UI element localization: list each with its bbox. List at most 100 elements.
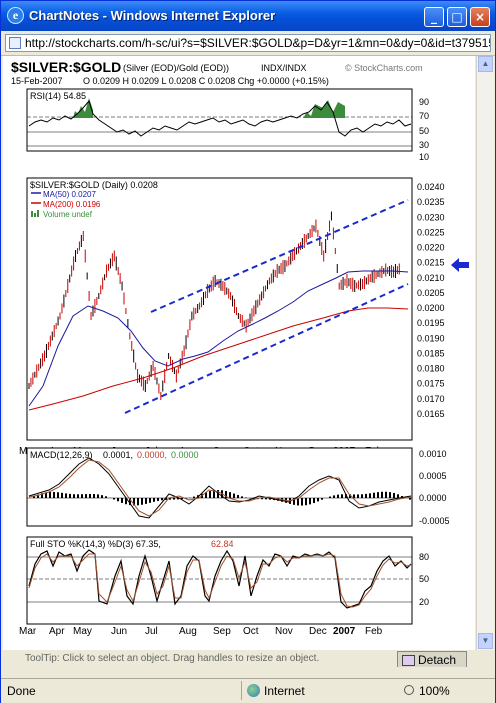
macd-histogram-bar	[377, 492, 379, 498]
page-content: $SILVER:$GOLD (Silver (EOD)/Gold (EOD)) …	[3, 56, 475, 650]
macd-histogram-bar	[177, 498, 179, 500]
stock-chart[interactable]: $SILVER:$GOLD (Silver (EOD)/Gold (EOD)) …	[3, 56, 475, 650]
macd-signal-line	[28, 459, 412, 517]
maximize-button[interactable]: □	[447, 7, 467, 27]
price-tick: 0.0185	[417, 348, 445, 358]
macd-histogram-bar	[393, 492, 395, 498]
macd-histogram-bar	[61, 492, 63, 498]
stochastic-label: Full STO %K(14,3) %D(3) 67.35,	[30, 539, 161, 549]
current-price-arrow-icon	[451, 258, 469, 272]
month-axis-bottom: Mar Apr May Jun Jul Aug Sep Oct Nov Dec 2007 Feb	[19, 626, 383, 637]
macd-histogram-bar	[209, 491, 211, 498]
detach-button[interactable]: Detach	[397, 651, 467, 667]
macd-histogram-bar	[373, 492, 375, 498]
macd-value: 0.0001,	[103, 450, 133, 460]
price-tick: 0.0235	[417, 197, 445, 207]
macd-histogram-bar	[97, 494, 99, 498]
price-tick: 0.0175	[417, 379, 445, 389]
macd-histogram-bar	[385, 491, 387, 498]
rsi-overbought-fill	[73, 98, 345, 118]
macd-histogram-bar	[41, 493, 43, 498]
month-label: Sep	[213, 626, 231, 637]
price-tick: 0.0180	[417, 364, 445, 374]
price-tick: 0.0210	[417, 273, 445, 283]
close-button[interactable]: ×	[470, 7, 490, 27]
price-tick: 0.0190	[417, 333, 445, 343]
month-label: 2007	[333, 626, 356, 637]
month-label: Oct	[243, 626, 259, 637]
window-title: ChartNotes - Windows Internet Explorer	[29, 8, 276, 23]
macd-histogram-bar	[401, 495, 403, 498]
macd-tick: 0.0000	[419, 493, 447, 503]
page-icon	[9, 37, 21, 49]
status-bar: Done Internet 100%	[1, 678, 495, 703]
macd-histogram-bar	[145, 498, 147, 504]
scroll-up-icon[interactable]: ▲	[478, 56, 493, 72]
macd-histogram-bar	[341, 494, 343, 498]
price-bars	[28, 211, 400, 400]
rsi-axis: 90 70 50 30 10	[419, 97, 429, 162]
volume-legend: Volume undef	[43, 210, 93, 219]
minimize-button[interactable]: _	[424, 7, 444, 27]
macd-histogram-bar	[121, 498, 123, 503]
macd-histogram-bar	[329, 496, 331, 498]
zoom-level[interactable]: 100%	[419, 684, 450, 698]
macd-histogram-bar	[397, 494, 399, 498]
price-panel: $SILVER:$GOLD (Daily) 0.0208 MA(50) 0.02…	[26, 177, 413, 441]
address-bar: http://stockcharts.com/h-sc/ui?s=$SILVER…	[1, 31, 495, 56]
chart-date: 15-Feb-2007	[11, 76, 63, 86]
macd-histogram-bar	[161, 498, 163, 501]
macd-histogram-bar	[229, 492, 231, 498]
stockcharts-brand: © StockCharts.com	[345, 63, 423, 73]
vertical-scrollbar[interactable]: ▲ ▼	[476, 56, 494, 650]
macd-histogram-bar	[317, 498, 319, 502]
price-tick: 0.0205	[417, 288, 445, 298]
chart-exchange: INDX/INDX	[261, 63, 307, 73]
macd-histogram-value: 0.0000	[171, 450, 199, 460]
price-tick: 0.0225	[417, 227, 445, 237]
macd-histogram-bar	[129, 498, 131, 506]
macd-histogram-bar	[353, 494, 355, 498]
globe-icon	[247, 684, 260, 697]
macd-histogram-bar	[57, 492, 59, 498]
zoom-icon[interactable]	[404, 685, 414, 695]
stochastic-k-line	[28, 549, 412, 609]
security-zone[interactable]: Internet	[241, 681, 392, 700]
month-label: Feb	[365, 626, 383, 637]
rsi-panel: RSI(14) 54.85	[26, 88, 413, 152]
rsi-tick: 10	[419, 152, 429, 162]
macd-histogram-bar	[45, 492, 47, 498]
macd-line	[28, 457, 412, 519]
stochastic-d-value: 62.84	[211, 539, 234, 549]
macd-histogram-bar	[81, 494, 83, 498]
macd-histogram-bar	[149, 498, 151, 503]
macd-histogram-bar	[261, 498, 263, 500]
macd-histogram-bar	[305, 498, 307, 506]
ie-logo-icon: e	[7, 7, 24, 24]
macd-histogram-bar	[293, 498, 295, 505]
scroll-down-icon[interactable]: ▼	[478, 633, 493, 649]
macd-histogram-bar	[309, 498, 311, 505]
macd-signal-value: 0.0000,	[137, 450, 167, 460]
chart-description: (Silver (EOD)/Gold (EOD))	[123, 63, 229, 73]
price-tick: 0.0165	[417, 409, 445, 419]
title-bar[interactable]: e ChartNotes - Windows Internet Explorer…	[1, 1, 495, 31]
macd-histogram-bar	[237, 495, 239, 498]
macd-histogram-bar	[349, 494, 351, 498]
address-field[interactable]: http://stockcharts.com/h-sc/ui?s=$SILVER…	[5, 34, 491, 52]
macd-histogram-bar	[125, 498, 127, 505]
macd-histogram-bar	[301, 498, 303, 506]
ma200-legend: MA(200) 0.0196	[43, 200, 101, 209]
macd-histogram-bar	[85, 494, 87, 498]
address-url[interactable]: http://stockcharts.com/h-sc/ui?s=$SILVER…	[25, 36, 491, 50]
detach-label: Detach	[418, 653, 457, 667]
macd-histogram-bar	[73, 494, 75, 498]
macd-histogram-bar	[153, 498, 155, 502]
price-tick: 0.0195	[417, 318, 445, 328]
macd-histogram-bar	[89, 493, 91, 498]
macd-tick: 0.0005	[419, 471, 447, 481]
macd-histogram-bar	[193, 496, 195, 498]
price-label: $SILVER:$GOLD (Daily) 0.0208	[30, 180, 158, 190]
status-text: Done	[7, 684, 36, 698]
macd-histogram-bar	[357, 494, 359, 498]
